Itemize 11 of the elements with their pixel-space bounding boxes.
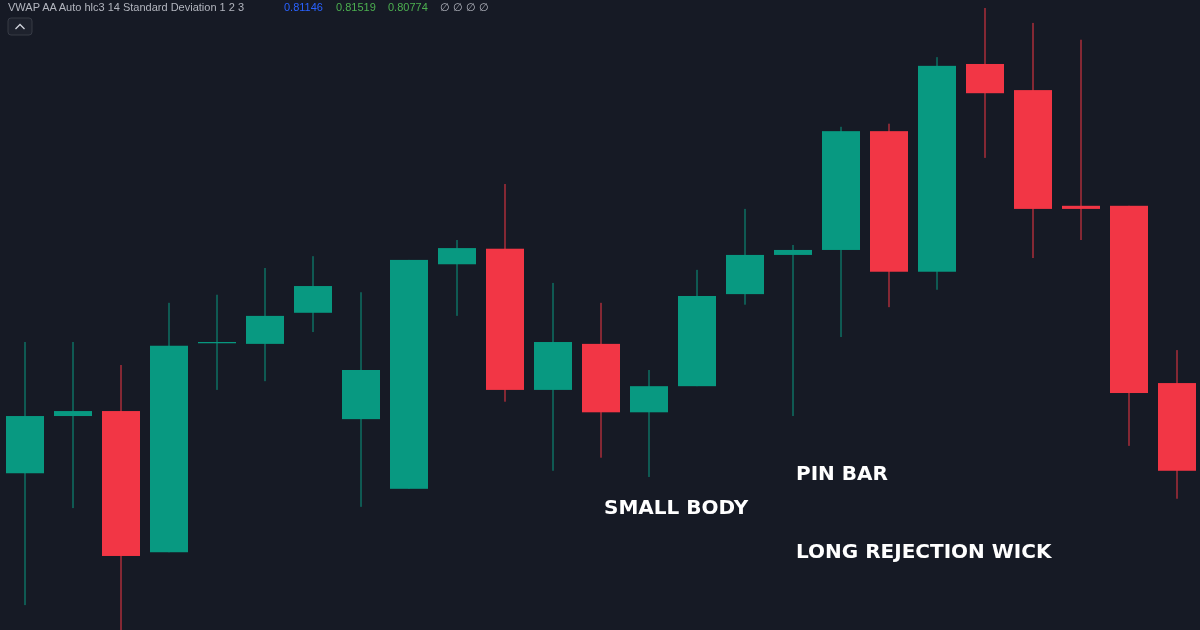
candlestick [774,244,812,417]
annotation: 0.81146 [284,1,323,13]
annotation: 0.80774 [388,1,428,13]
annotation: SMALL BODY [604,495,749,519]
annotation: VWAP AA Auto hlc3 14 Standard Deviation 1 2 3 [8,1,245,13]
annotation: LONG REJECTION WICK [796,539,1053,563]
annotation: 0.81519 [336,1,376,13]
annotation: PIN BAR [796,461,888,485]
annotation: ∅ ∅ ∅ ∅ [440,1,490,13]
candlestick [54,341,92,509]
candlestick [1062,39,1100,241]
